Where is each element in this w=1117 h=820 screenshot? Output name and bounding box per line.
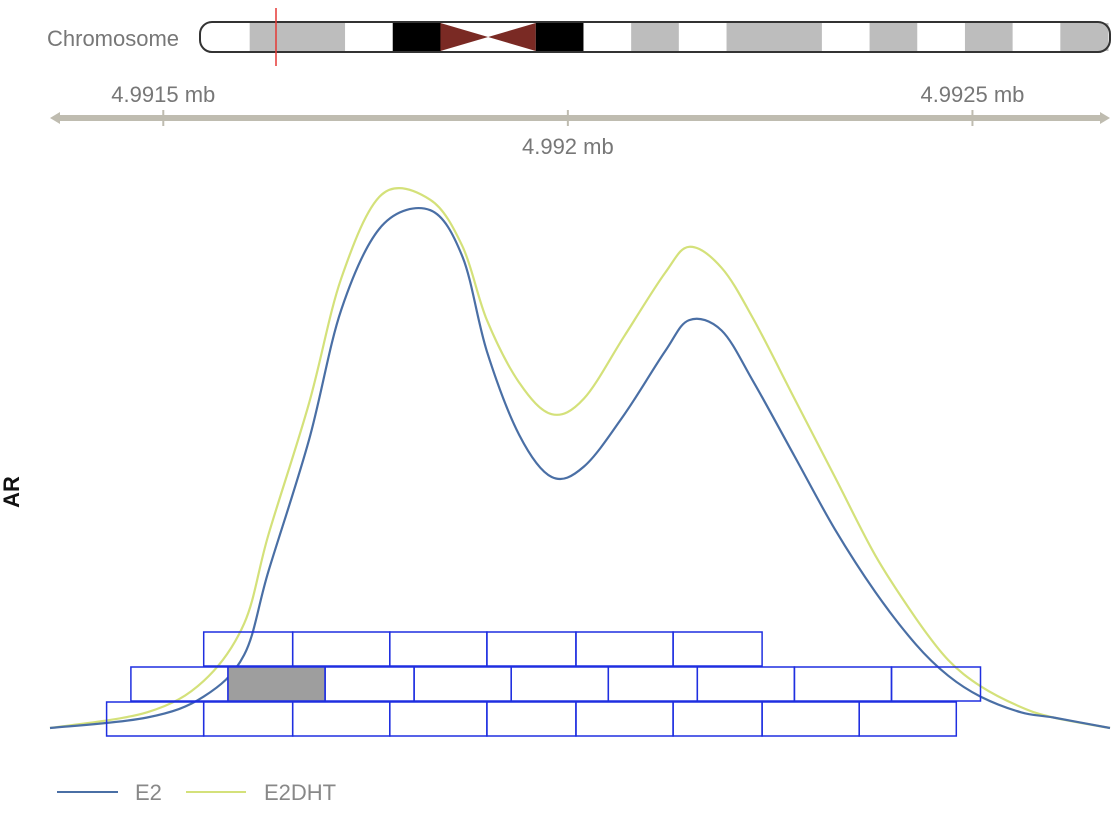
ideogram-band: [964, 23, 1014, 51]
series-line-e2dht: [49, 187, 1111, 730]
series-line-e2: [49, 207, 1111, 730]
ideogram-band: [631, 23, 680, 51]
annotation-tile: [890, 666, 982, 702]
annotation-tile: [575, 631, 674, 667]
annotation-tile: [486, 701, 577, 737]
ideogram-band: [821, 23, 871, 51]
ideogram-band: [774, 23, 823, 51]
ideogram-band: [297, 23, 346, 51]
axis-tick-label: 4.9915 mb: [111, 82, 215, 107]
annotation-tile: [672, 701, 763, 737]
annotation-tile: [202, 631, 294, 667]
annotation-tile: [510, 666, 610, 702]
ideogram-label: Chromosome: [47, 26, 179, 51]
ideogram-centromere: [488, 23, 536, 51]
legend-e2dht-label: E2DHT: [264, 780, 336, 805]
annotation-tile: [291, 701, 391, 737]
ideogram-centromere: [440, 23, 489, 51]
ideogram: Chromosome: [47, 8, 1111, 66]
annotation-tile: [291, 631, 391, 667]
ideogram-band: [1012, 23, 1061, 51]
axis-right-arrow: [1100, 112, 1110, 124]
annotation-tiles: [105, 631, 982, 737]
annotation-tile: [413, 666, 512, 702]
genome-axis: 4.9915 mb 4.992 mb 4.9925 mb: [50, 82, 1110, 159]
annotation-tile: [389, 701, 488, 737]
annotation-tile: [202, 701, 294, 737]
ideogram-band: [678, 23, 728, 51]
axis-left-arrow: [50, 112, 60, 124]
axis-tick-label: 4.992 mb: [522, 134, 614, 159]
annotation-tile: [793, 666, 893, 702]
ideogram-band: [917, 23, 966, 51]
legend-e2-label: E2: [135, 780, 162, 805]
ideogram-band: [249, 23, 298, 51]
annotation-tile: [575, 701, 674, 737]
annotation-tile: [696, 666, 796, 702]
track-label: AR: [0, 476, 24, 508]
annotation-tile: [324, 666, 415, 702]
ideogram-outline: [199, 21, 1111, 53]
annotation-tile: [672, 631, 763, 667]
ideogram-bands: [202, 23, 1109, 51]
ideogram-band: [583, 23, 632, 51]
coverage-lines: [49, 187, 1111, 730]
ideogram-band: [535, 23, 584, 51]
annotation-tile-highlighted: [227, 666, 326, 702]
ideogram-band: [345, 23, 394, 51]
ideogram-band: [869, 23, 918, 51]
legend: E2 E2DHT: [57, 780, 336, 805]
axis-ticks: 4.9915 mb 4.992 mb 4.9925 mb: [111, 82, 1024, 159]
axis-tick-label: 4.9925 mb: [920, 82, 1024, 107]
annotation-tile: [389, 631, 488, 667]
annotation-tile: [486, 631, 577, 667]
ideogram-band: [726, 23, 775, 51]
annotation-tile: [607, 666, 699, 702]
annotation-tile: [858, 701, 958, 737]
ideogram-band: [202, 23, 251, 51]
ideogram-band: [392, 23, 441, 51]
ideogram-band: [1060, 23, 1109, 51]
annotation-tile: [761, 701, 860, 737]
